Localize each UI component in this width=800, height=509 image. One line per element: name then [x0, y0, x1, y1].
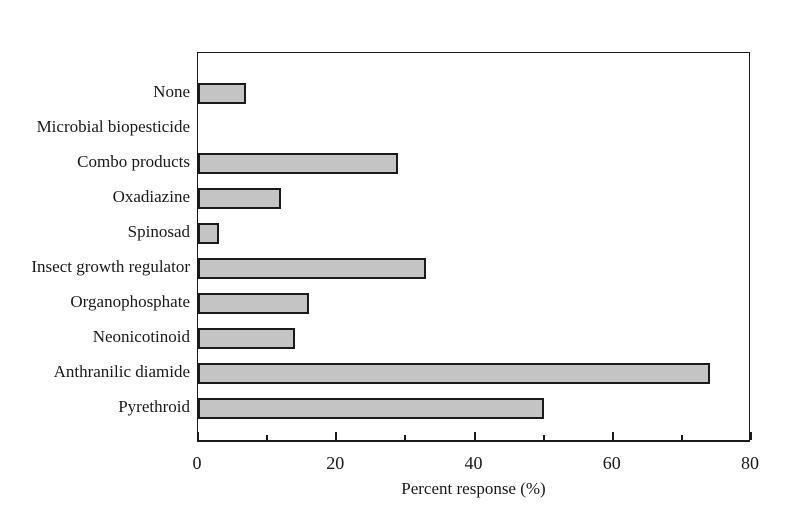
x-axis-major-tick	[473, 432, 476, 440]
category-label: Combo products	[77, 152, 190, 171]
category-label: Organophosphate	[70, 292, 190, 311]
category-label: Microbial biopesticide	[36, 117, 190, 136]
x-axis-tick-label: 60	[602, 453, 621, 473]
category-label: Spinosad	[127, 222, 190, 241]
x-axis-tick-label: 40	[464, 453, 483, 473]
x-axis-tick-label: 80	[741, 453, 759, 473]
bar	[198, 327, 295, 349]
x-axis-major-tick	[750, 432, 752, 440]
x-axis-minor-tick	[680, 435, 683, 440]
bar	[198, 152, 398, 174]
category-label: Pyrethroid	[118, 397, 190, 416]
category-label: Oxadiazine	[112, 187, 190, 206]
x-axis-tick-label: 20	[326, 453, 345, 473]
bar	[198, 292, 309, 314]
x-axis-minor-tick	[542, 435, 545, 440]
x-axis-minor-tick	[266, 435, 269, 440]
category-label: Neonicotinoid	[92, 327, 190, 346]
plot-area	[197, 52, 752, 442]
bar	[198, 82, 246, 104]
x-axis-major-tick	[611, 432, 614, 440]
bar	[198, 362, 710, 384]
category-label: Insect growth regulator	[31, 257, 190, 276]
category-label: Anthranilic diamide	[53, 362, 190, 381]
x-axis-title: Percent response (%)	[401, 479, 546, 498]
x-axis-major-tick	[197, 432, 199, 440]
category-label: None	[153, 82, 190, 101]
bar	[198, 257, 426, 279]
x-axis-tick-label: 0	[192, 453, 202, 473]
bar	[198, 397, 544, 419]
bar	[198, 187, 281, 209]
x-axis-major-tick	[335, 432, 338, 440]
bar	[198, 222, 219, 244]
x-axis-minor-tick	[404, 435, 407, 440]
